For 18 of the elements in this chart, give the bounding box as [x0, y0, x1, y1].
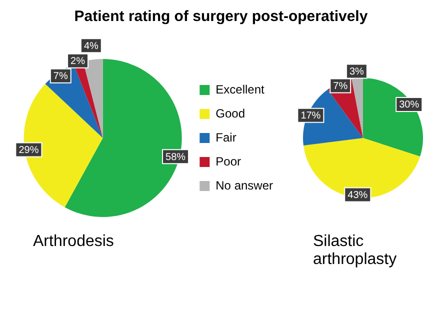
chart-title: Patient rating of surgery post-operatively	[73, 8, 369, 25]
data-label: 30%	[399, 100, 420, 111]
data-label: 58%	[166, 152, 186, 163]
legend-label: Good	[216, 106, 245, 120]
text: Arthrodesis	[32, 233, 115, 251]
legend-label: Fair	[216, 130, 236, 144]
legend-label: No answer	[216, 178, 274, 192]
legend-label: Excellent	[216, 82, 265, 96]
data-label: 3%	[349, 66, 364, 78]
data-label: 43%	[348, 190, 368, 201]
data-label: 17%	[300, 110, 321, 122]
data-label: 4%	[84, 40, 98, 52]
data-label: 7%	[333, 80, 348, 92]
data-label: 7%	[53, 71, 68, 82]
text: Silastic arthroplasty	[312, 233, 398, 269]
data-label: 2%	[70, 56, 86, 68]
legend-label: Poor	[216, 154, 241, 168]
data-label: 29%	[18, 144, 39, 156]
